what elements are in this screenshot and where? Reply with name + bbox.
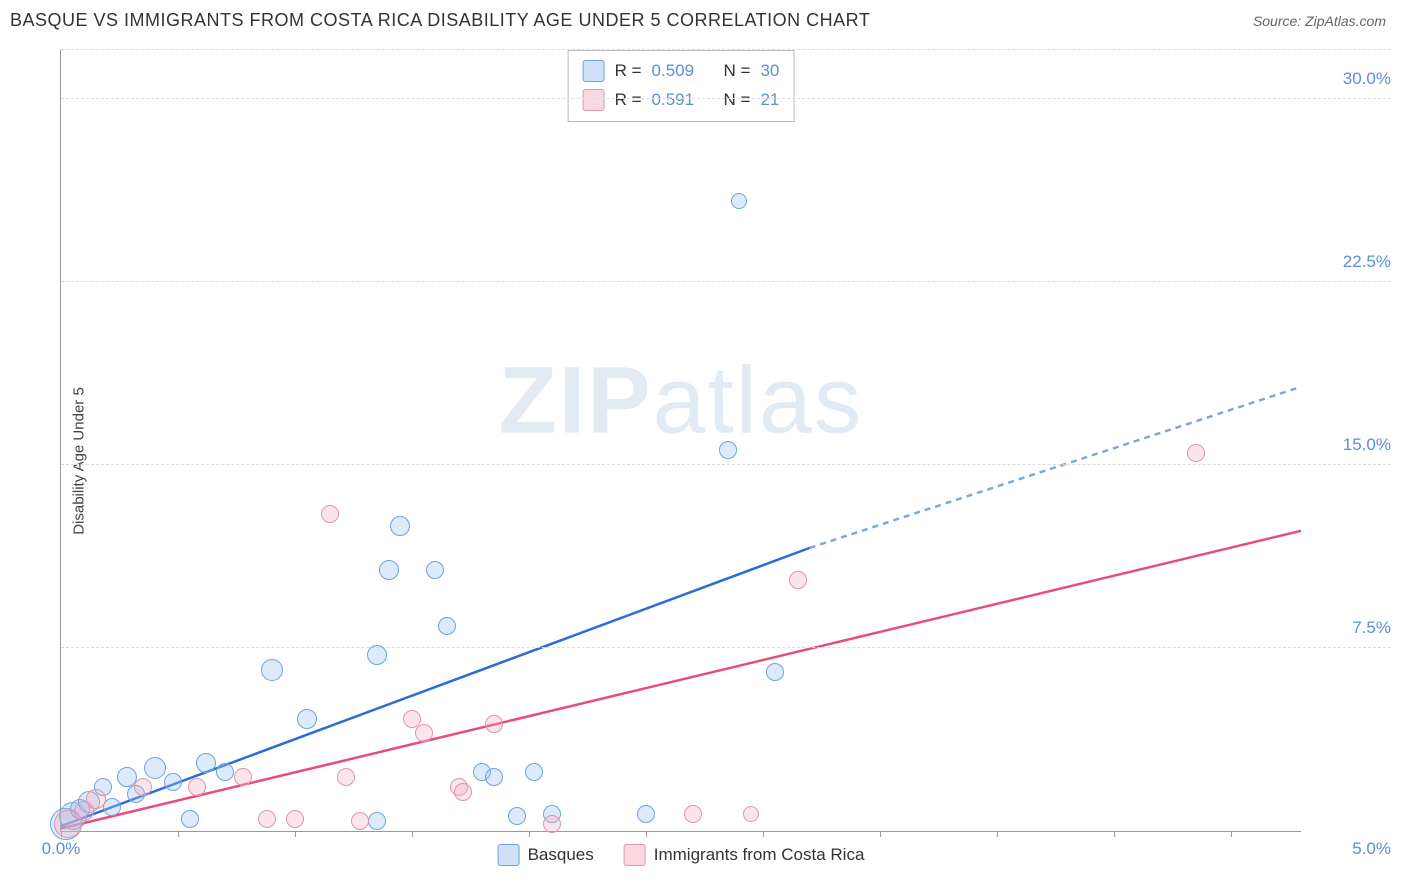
x-tick (1114, 831, 1115, 837)
swatch-pink (583, 89, 605, 111)
chart-source: Source: ZipAtlas.com (1253, 13, 1386, 29)
legend-item: Basques (498, 844, 594, 866)
marker-pink (351, 812, 369, 830)
y-tick-label: 7.5% (1306, 618, 1391, 638)
marker-blue (181, 810, 199, 828)
marker-pink (258, 810, 276, 828)
marker-blue (508, 807, 526, 825)
y-tick-label: 15.0% (1306, 435, 1391, 455)
marker-blue (390, 516, 410, 536)
trend-line-dash-blue (810, 387, 1301, 548)
x-tick-label: 0.0% (42, 839, 81, 859)
marker-blue (368, 812, 386, 830)
gridline (61, 49, 1391, 50)
y-tick-label: 30.0% (1306, 69, 1391, 89)
stats-legend: R = 0.509 N = 30R = 0.591 N = 21 (568, 50, 795, 122)
x-tick (763, 831, 764, 837)
x-tick (997, 831, 998, 837)
marker-pink (286, 810, 304, 828)
chart-container: Disability Age Under 5 ZIPatlas R = 0.50… (10, 40, 1396, 882)
x-tick (178, 831, 179, 837)
plot-area: ZIPatlas R = 0.509 N = 30R = 0.591 N = 2… (60, 50, 1301, 832)
x-tick (646, 831, 647, 837)
swatch-pink (624, 844, 646, 866)
series-legend: Basques Immigrants from Costa Rica (498, 844, 865, 866)
marker-blue (485, 768, 503, 786)
trend-lines (61, 50, 1301, 831)
marker-pink (188, 778, 206, 796)
marker-pink (543, 815, 561, 833)
x-tick-label: 5.0% (1306, 839, 1391, 859)
marker-blue (637, 805, 655, 823)
marker-blue (144, 757, 166, 779)
marker-pink (485, 715, 503, 733)
x-tick (880, 831, 881, 837)
marker-blue (367, 645, 387, 665)
swatch-blue (498, 844, 520, 866)
marker-pink (234, 768, 252, 786)
stats-row: R = 0.509 N = 30 (583, 57, 780, 86)
marker-pink (321, 505, 339, 523)
stats-row: R = 0.591 N = 21 (583, 86, 780, 115)
marker-blue (216, 763, 234, 781)
marker-pink (86, 789, 106, 809)
chart-title: BASQUE VS IMMIGRANTS FROM COSTA RICA DIS… (10, 10, 870, 31)
marker-blue (103, 798, 121, 816)
y-tick-label: 22.5% (1306, 252, 1391, 272)
x-tick (412, 831, 413, 837)
marker-pink (743, 806, 759, 822)
marker-blue (426, 561, 444, 579)
marker-pink (134, 778, 152, 796)
marker-pink (684, 805, 702, 823)
x-tick (295, 831, 296, 837)
marker-blue (766, 663, 784, 681)
marker-blue (297, 709, 317, 729)
gridline (61, 464, 1391, 465)
x-tick (529, 831, 530, 837)
marker-pink (454, 783, 472, 801)
marker-blue (379, 560, 399, 580)
gridline (61, 647, 1391, 648)
marker-blue (525, 763, 543, 781)
gridline (61, 281, 1391, 282)
marker-blue (196, 753, 216, 773)
watermark: ZIPatlas (499, 347, 863, 456)
marker-pink (789, 571, 807, 589)
marker-blue (731, 193, 747, 209)
marker-pink (415, 724, 433, 742)
marker-pink (1187, 444, 1205, 462)
marker-blue (261, 659, 283, 681)
marker-blue (719, 441, 737, 459)
gridline (61, 98, 1391, 99)
marker-blue (164, 773, 182, 791)
marker-pink (337, 768, 355, 786)
x-tick (1231, 831, 1232, 837)
swatch-blue (583, 60, 605, 82)
legend-item: Immigrants from Costa Rica (624, 844, 865, 866)
marker-blue (438, 617, 456, 635)
